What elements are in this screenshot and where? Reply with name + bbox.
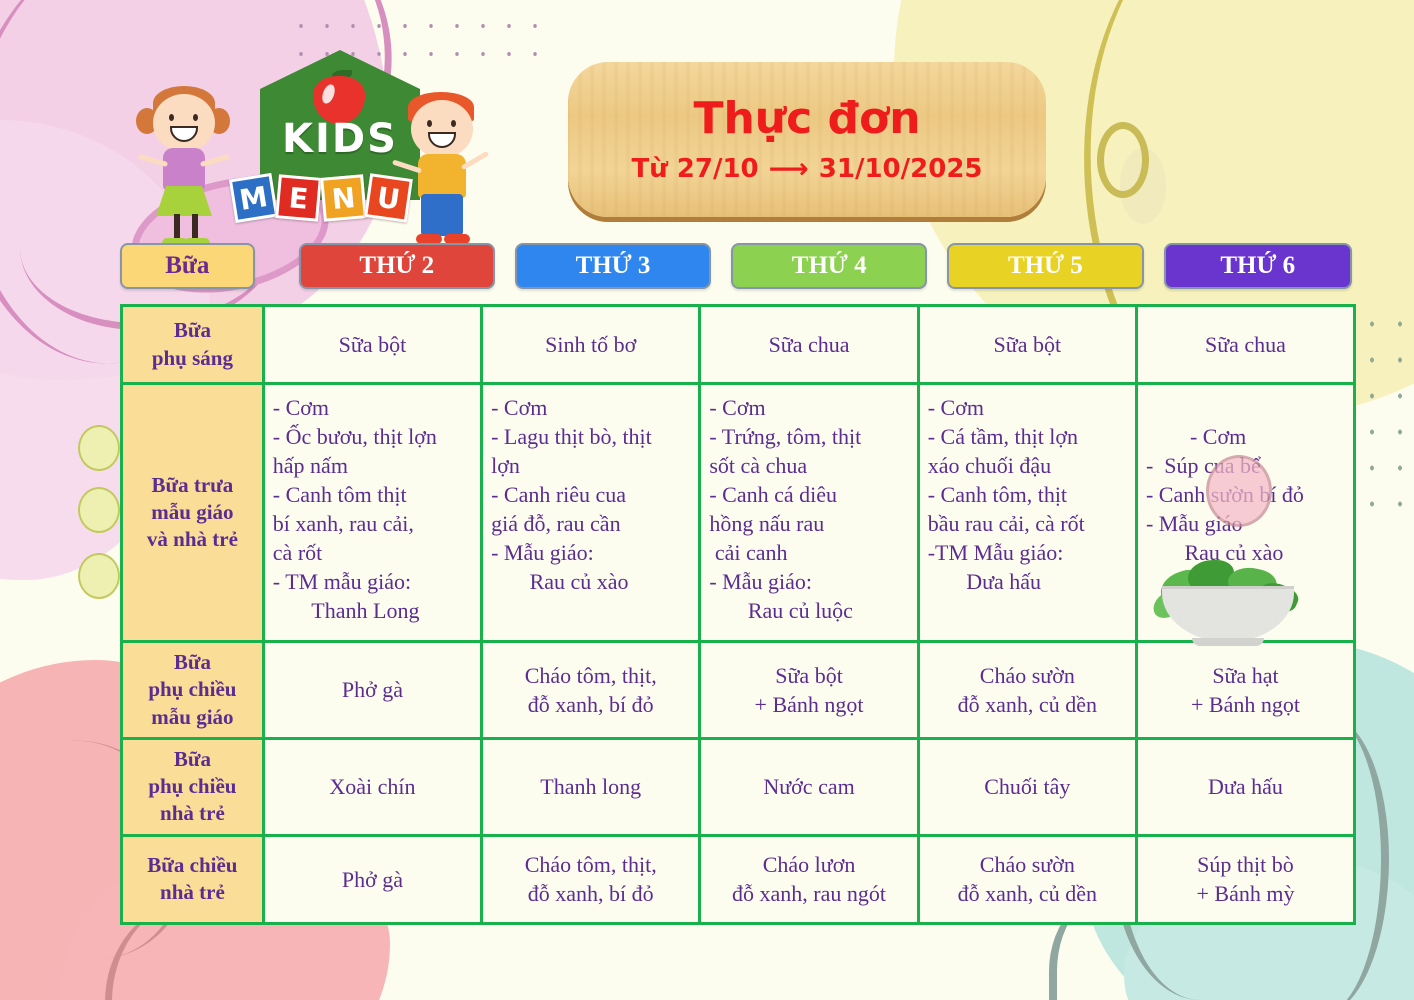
green-circle-chip-3 xyxy=(78,553,120,599)
row-label-afternoon-snack-nursery: Bữa phụ chiều nhà trẻ xyxy=(120,736,265,837)
row-label-afternoon-snack-preschool: Bữa phụ chiều mẫu giáo xyxy=(120,640,265,740)
menu-block-n: N xyxy=(320,174,367,222)
header-pill-thu-2[interactable]: THỨ 2 xyxy=(298,243,495,289)
page-title: Thực đơn xyxy=(693,93,921,145)
cell-wed-afternoon-snack-nursery: Nước cam xyxy=(698,736,920,837)
menu-title-banner: Thực đơn Từ 27/10 ⟶ 31/10/2025 xyxy=(568,62,1046,217)
menu-letter-blocks: M E N U xyxy=(228,172,413,224)
cell-thu-breakfast-snack: Sữa bột xyxy=(916,304,1138,385)
cell-tue-breakfast-snack: Sinh tố bơ xyxy=(480,304,702,385)
header-pill-thu-6[interactable]: THỨ 6 xyxy=(1163,243,1353,289)
pink-oval-highlight xyxy=(1206,455,1272,527)
green-circle-chip-1 xyxy=(78,425,120,471)
cell-mon-lunch: - Cơm - Ốc bươu, thịt lợn hấp nấm - Canh… xyxy=(261,382,484,643)
cell-thu-afternoon-snack-preschool: Cháo sườn đỗ xanh, củ dền xyxy=(916,640,1138,740)
table-row: Bữa phụ chiều mẫu giáo Phở gà Cháo tôm, … xyxy=(120,640,1357,740)
cell-wed-afternoon-snack-preschool: Sữa bột + Bánh ngọt xyxy=(698,640,920,740)
header-pill-thu-5[interactable]: THỨ 5 xyxy=(947,243,1144,289)
cell-tue-afternoon-snack-preschool: Cháo tôm, thịt, đỗ xanh, bí đỏ xyxy=(480,640,702,740)
arrow-right-icon: ⟶ xyxy=(768,151,809,185)
day-header-row: Bữa THỨ 2 THỨ 3 THỨ 4 THỨ 5 THỨ 6 xyxy=(120,243,1353,291)
table-row: Bữa phụ sáng Sữa bột Sinh tố bơ Sữa chua… xyxy=(120,304,1357,385)
cell-fri-lunch-text: - Cơm - Súp cua bể - Canh sườn bí đỏ - M… xyxy=(1145,424,1304,566)
menu-block-e: E xyxy=(275,174,322,222)
cell-wed-breakfast-snack: Sữa chua xyxy=(698,304,920,385)
cell-fri-breakfast-snack: Sữa chua xyxy=(1134,304,1357,385)
cell-tue-dinner-nursery: Cháo tôm, thịt, đỗ xanh, bí đỏ xyxy=(480,833,702,925)
table-row: Bữa phụ chiều nhà trẻ Xoài chín Thanh lo… xyxy=(120,736,1357,837)
cell-mon-afternoon-snack-preschool: Phở gà xyxy=(261,640,484,740)
logo-kids-word: KIDS xyxy=(282,116,398,162)
header-pill-thu-3[interactable]: THỨ 3 xyxy=(514,243,712,289)
date-to: 31/10/2025 xyxy=(818,153,983,184)
teal-curve-3 xyxy=(1049,880,1169,1000)
cell-tue-lunch: - Cơm - Lagu thịt bò, thịt lợn - Canh ri… xyxy=(480,382,702,643)
row-label-dinner-nursery: Bữa chiều nhà trẻ xyxy=(120,833,265,925)
header-pill-thu-4[interactable]: THỨ 4 xyxy=(731,243,928,289)
date-range: Từ 27/10 ⟶ 31/10/2025 xyxy=(631,154,982,184)
cell-thu-afternoon-snack-nursery: Chuối tây xyxy=(916,736,1138,837)
cell-wed-lunch: - Cơm - Trứng, tôm, thịt sốt cà chua - C… xyxy=(698,382,920,643)
row-label-lunch: Bữa trưa mẫu giáo và nhà trẻ xyxy=(120,382,265,643)
table-row: Bữa trưa mẫu giáo và nhà trẻ - Cơm - Ốc … xyxy=(120,382,1357,646)
cell-mon-breakfast-snack: Sữa bột xyxy=(261,304,484,385)
cell-fri-afternoon-snack-preschool: Sữa hạt + Bánh ngọt xyxy=(1134,640,1357,740)
teal-curve-2 xyxy=(1259,715,1389,1000)
weekly-menu-table: Bữa phụ sáng Sữa bột Sinh tố bơ Sữa chua… xyxy=(120,304,1357,925)
salad-bowl-image xyxy=(1144,548,1312,646)
apple-icon xyxy=(313,76,365,124)
cell-fri-dinner-nursery: Súp thịt bò + Bánh mỳ xyxy=(1134,833,1357,925)
green-circle-chip-2 xyxy=(78,487,120,533)
cell-mon-dinner-nursery: Phở gà xyxy=(261,833,484,925)
date-from: Từ 27/10 xyxy=(631,153,759,184)
menu-block-m: M xyxy=(228,172,279,224)
olive-ring xyxy=(1097,122,1149,198)
menu-block-u: U xyxy=(364,173,413,223)
cell-mon-afternoon-snack-nursery: Xoài chín xyxy=(261,736,484,837)
table-row: Bữa chiều nhà trẻ Phở gà Cháo tôm, thịt,… xyxy=(120,833,1357,925)
header-pill-meal[interactable]: Bữa xyxy=(120,243,255,289)
cell-thu-dinner-nursery: Cháo sườn đỗ xanh, củ dền xyxy=(916,833,1138,925)
cell-thu-lunch: - Cơm - Cá tầm, thịt lợn xáo chuối đậu -… xyxy=(916,382,1138,643)
cell-fri-afternoon-snack-nursery: Dưa hấu xyxy=(1134,736,1357,837)
cell-wed-dinner-nursery: Cháo lươn đỗ xanh, rau ngót xyxy=(698,833,920,925)
apple-leaf-icon xyxy=(332,70,352,79)
cell-tue-afternoon-snack-nursery: Thanh long xyxy=(480,736,702,837)
row-label-breakfast-snack: Bữa phụ sáng xyxy=(120,304,265,385)
kids-menu-logo: KIDS M E N U xyxy=(136,50,500,265)
